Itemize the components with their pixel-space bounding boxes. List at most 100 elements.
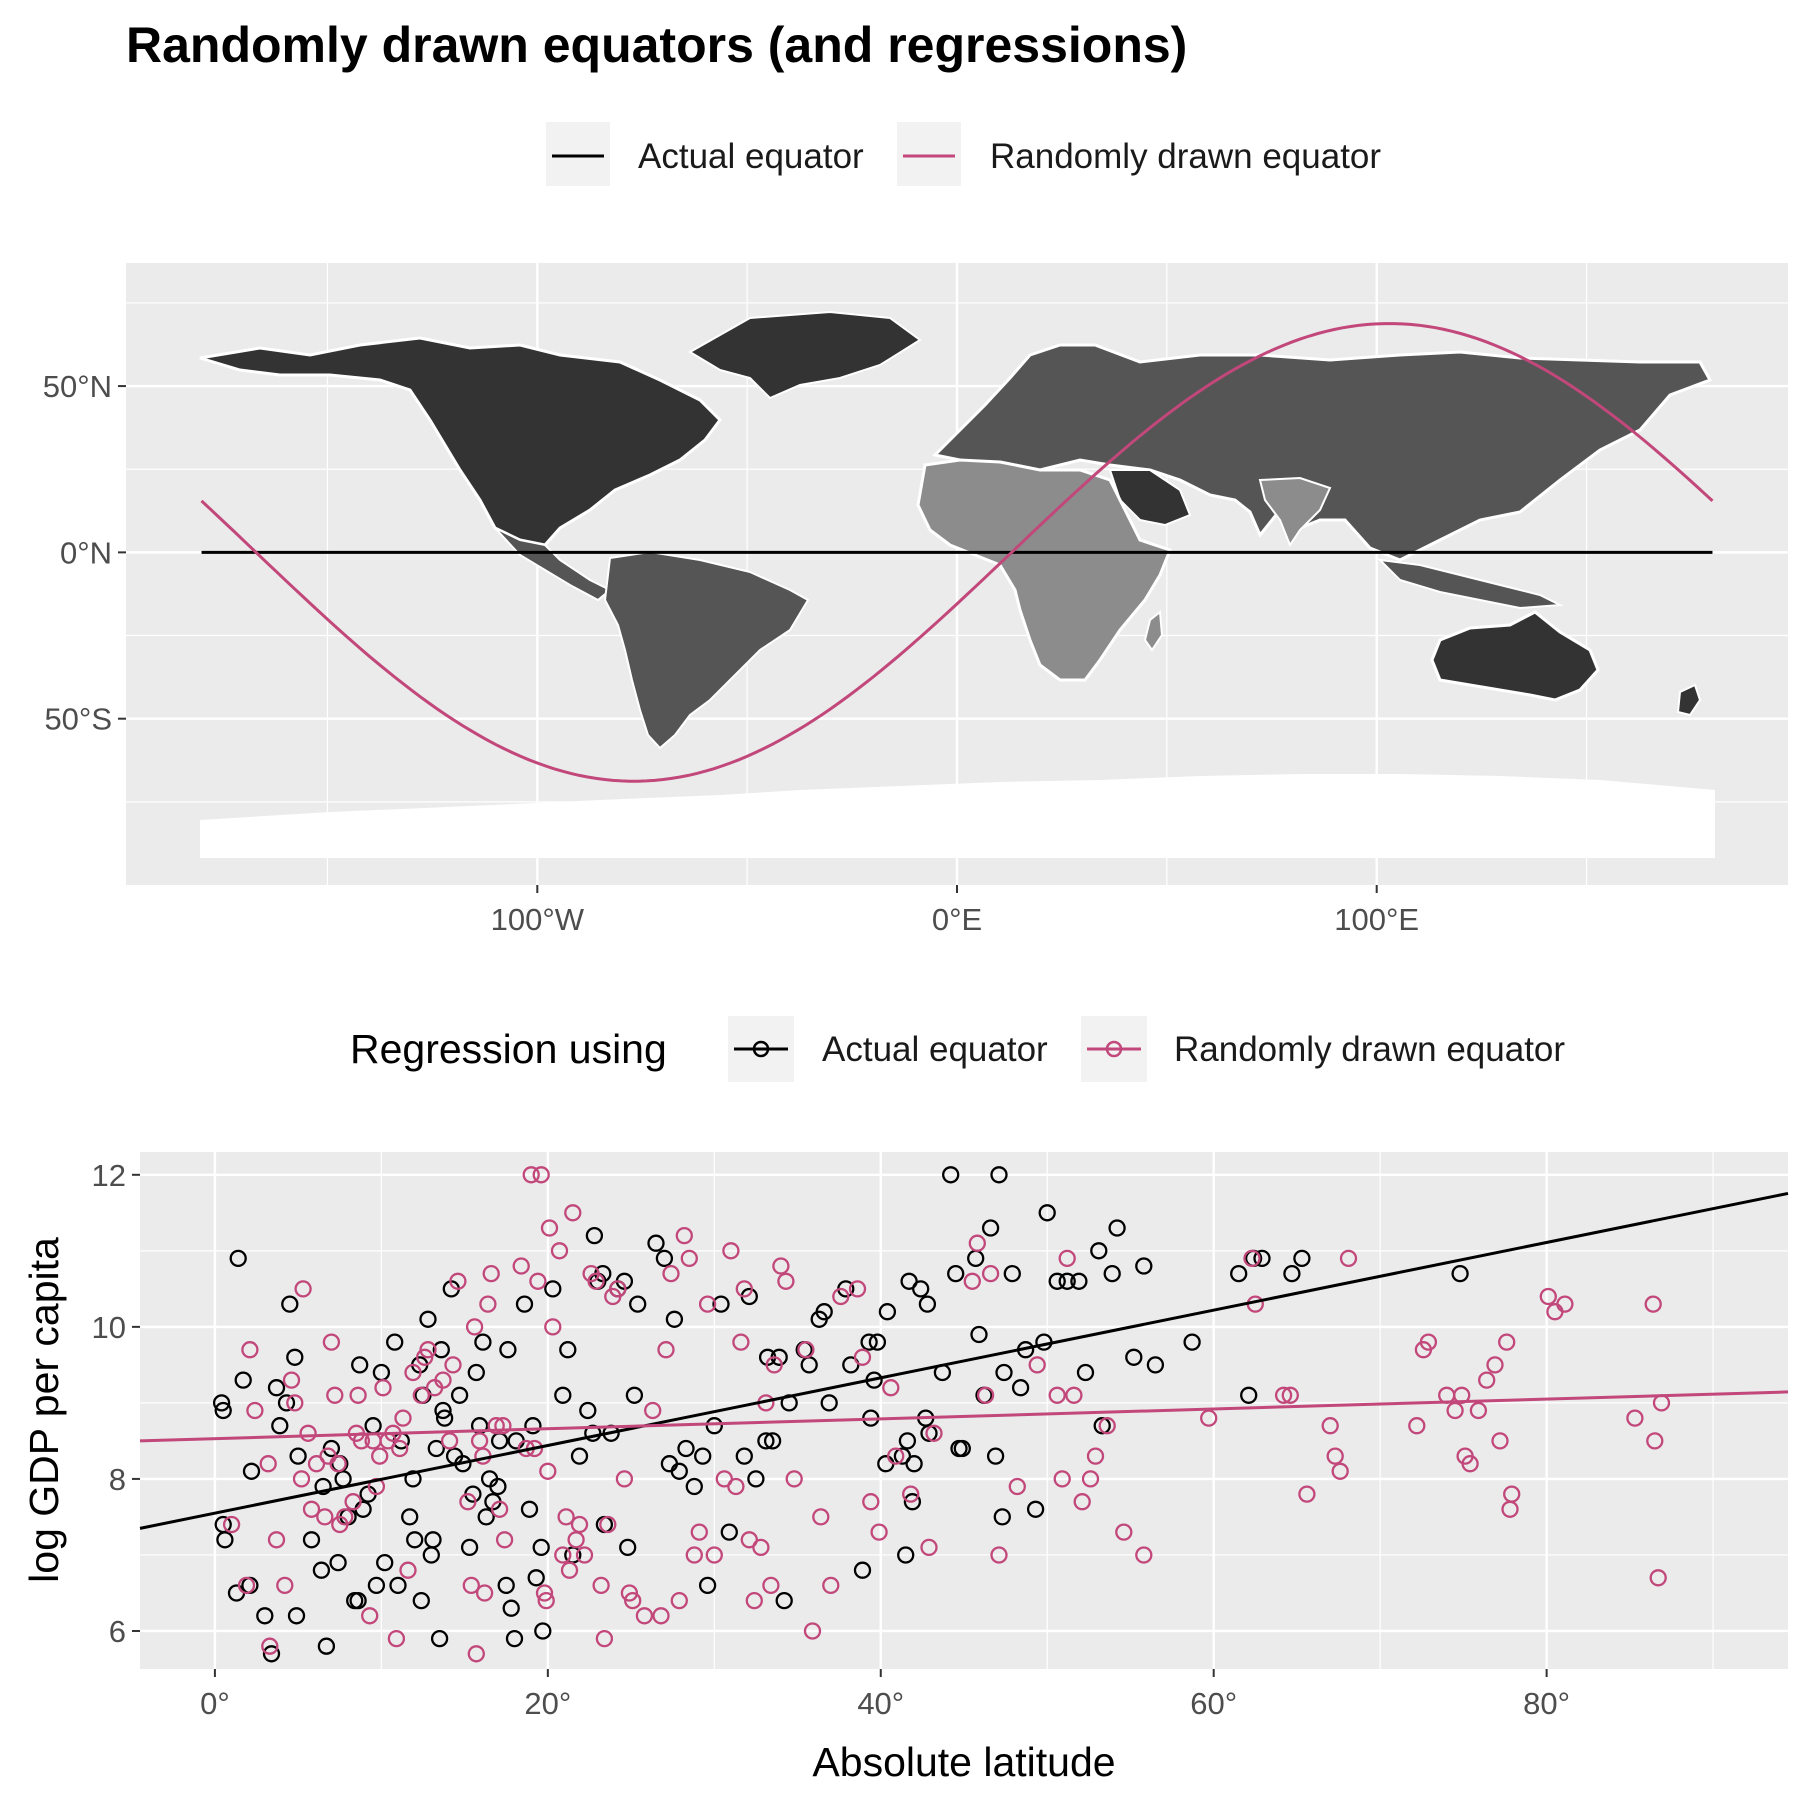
scatter-point [619, 1538, 637, 1557]
scatter-point [860, 1333, 878, 1351]
scatter-point [532, 1538, 550, 1557]
scatter-point [775, 1591, 793, 1610]
scatter-point [647, 1234, 665, 1252]
scatter-point [1230, 1264, 1248, 1283]
scatter-point [765, 1356, 783, 1374]
scatter-point [690, 1523, 708, 1541]
landmass-africa [916, 458, 1172, 682]
scatter-point [920, 1424, 938, 1442]
scatter-point [1135, 1257, 1153, 1275]
scatter-point [474, 1333, 492, 1351]
scatter-point [222, 1515, 241, 1534]
scatter-point [527, 1569, 545, 1587]
scatter-point [292, 1470, 311, 1488]
scatter-point [812, 1508, 830, 1526]
scatter-point [336, 1508, 354, 1526]
scatter-point [537, 1591, 555, 1610]
scatter-point [655, 1249, 674, 1268]
scatter-point [1183, 1333, 1201, 1351]
scatter-point [1073, 1493, 1091, 1511]
scatter-point [374, 1379, 392, 1397]
map-axis-ticks: 100°W 0°E 100°E 50°N 0°N 50°S [43, 369, 1419, 937]
scatter-point [495, 1531, 514, 1549]
scatter-fit-lines [139, 1191, 1789, 1530]
scatter-point [947, 1264, 965, 1283]
scatter-point [467, 1645, 485, 1663]
scatter-point [1048, 1386, 1066, 1404]
scatter-point [1646, 1432, 1664, 1450]
landmass-madagascar [1143, 610, 1164, 652]
scatter-point [1240, 1386, 1258, 1404]
scatter-point [316, 1508, 334, 1526]
scatter-point [870, 1523, 888, 1541]
scatter-point [1283, 1264, 1301, 1283]
scatter-point [277, 1394, 296, 1412]
scatter-point [925, 1424, 943, 1442]
scatter-point [981, 1264, 1000, 1283]
scatter-point [1086, 1447, 1105, 1465]
map-y-tick-label: 0°N [60, 535, 112, 570]
scatter-point [286, 1394, 304, 1412]
scatter-point [1339, 1249, 1358, 1268]
scatter-point [625, 1386, 644, 1404]
scatter-point [1419, 1333, 1438, 1351]
scatter-point [587, 1272, 605, 1290]
scatter-point [499, 1341, 517, 1359]
map-x-tick-label: 100°E [1334, 902, 1419, 937]
scatter-point [216, 1531, 234, 1549]
scatter-gridlines [140, 1152, 1788, 1669]
scatter-point [1486, 1356, 1504, 1374]
scatter-point [1115, 1523, 1133, 1541]
scatter-point [386, 1333, 404, 1351]
scatter-point [524, 1417, 542, 1435]
scatter-point [459, 1493, 477, 1511]
scatter-point [1053, 1470, 1071, 1488]
scatter-point [1649, 1569, 1667, 1587]
scatter-point [1038, 1204, 1056, 1222]
scatter-point [1058, 1249, 1076, 1268]
scatter-point [727, 1477, 745, 1496]
scatter-point [822, 1576, 840, 1595]
scatter-point [732, 1333, 750, 1351]
scatter-point [777, 1272, 795, 1290]
scatter-point [286, 1348, 304, 1366]
scatter-point [620, 1584, 639, 1602]
scatter-point [757, 1432, 775, 1450]
scatter-point [477, 1508, 495, 1526]
scatter-point [349, 1386, 367, 1404]
scatter-point [432, 1341, 450, 1359]
landmass-north-america [199, 336, 722, 547]
scatter-point [968, 1234, 986, 1252]
scatter-point [1065, 1386, 1083, 1404]
map-legend-label-random: Randomly drawn equator [990, 137, 1381, 176]
scatter-point [322, 1439, 341, 1458]
scatter-legend-title: Regression using [350, 1026, 667, 1072]
scatter-point [599, 1515, 617, 1534]
scatter-point [747, 1470, 765, 1488]
scatter-point [842, 1356, 860, 1374]
scatter-point [299, 1424, 317, 1442]
landmass-eurasia [931, 343, 1713, 562]
scatter-point [427, 1439, 445, 1458]
scatter-point [522, 1166, 540, 1184]
scatter-point [302, 1531, 321, 1549]
scatter-point [785, 1470, 803, 1488]
scatter-point [329, 1553, 347, 1572]
scatter-point [981, 1219, 1000, 1237]
scatter-point [680, 1249, 698, 1268]
scatter-legend-marker-random [1105, 1040, 1123, 1058]
scatter-point [544, 1280, 562, 1298]
scatter-points [212, 1166, 1671, 1663]
scatter-point [234, 1371, 252, 1389]
scatter-point [670, 1462, 688, 1480]
scatter-y-tick-label: 10 [92, 1310, 126, 1345]
scatter-point [1243, 1249, 1261, 1268]
scatter-point [539, 1462, 557, 1480]
scatter-point [560, 1561, 579, 1579]
scatter-point [465, 1318, 484, 1336]
scatter-point [976, 1386, 995, 1404]
scatter-point [1253, 1249, 1271, 1268]
scatter-point [705, 1417, 723, 1435]
map-equator-lines [200, 322, 1714, 783]
scatter-point [1090, 1242, 1108, 1260]
